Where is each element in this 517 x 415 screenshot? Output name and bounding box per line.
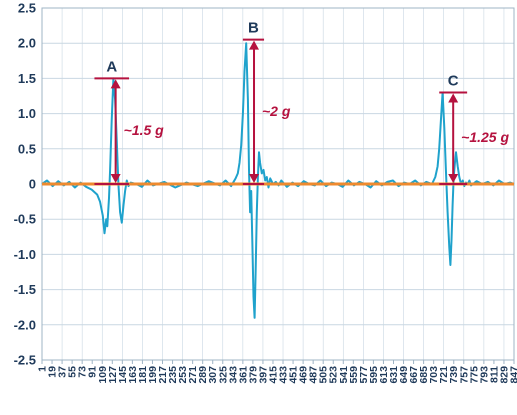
- x-tick-label: 595: [368, 366, 380, 384]
- peak-letter: A: [106, 58, 117, 75]
- arrow-head-down: [249, 174, 260, 183]
- x-tick-label: 271: [187, 366, 199, 384]
- x-tick-label: 325: [217, 366, 229, 384]
- peak-letter: C: [448, 72, 459, 89]
- x-tick-label: 451: [288, 366, 300, 384]
- arrow-head-up: [249, 40, 260, 50]
- peak-value-label: ~2 g: [262, 103, 291, 119]
- arrow-head-up: [110, 79, 121, 89]
- y-tick-label: -1.5: [14, 282, 36, 297]
- x-tick-label: 721: [438, 366, 450, 384]
- y-tick-label: -0.5: [14, 212, 36, 227]
- y-tick-label: 1.5: [18, 71, 36, 86]
- x-tick-label: 37: [57, 366, 69, 378]
- y-axis-ticks: 2.5 2.0 1.5 1.0 0.5 0 -0.5 -1.0 -1.5 -2.0 -2.5: [14, 1, 36, 368]
- arrow-head-up: [448, 93, 459, 103]
- x-tick-label: 541: [338, 366, 350, 384]
- x-tick-label: 199: [147, 366, 159, 384]
- x-tick-label: 775: [468, 366, 480, 384]
- x-tick-label: 361: [237, 366, 249, 384]
- x-tick-label: 811: [488, 366, 500, 383]
- y-tick-label: -1.0: [14, 247, 36, 262]
- x-tick-label: 631: [388, 366, 400, 384]
- y-tick-label: 0.5: [18, 141, 36, 156]
- x-tick-label: 505: [318, 366, 330, 384]
- x-tick-label: 181: [137, 366, 149, 384]
- x-tick-label: 829: [498, 366, 510, 384]
- acceleration-line: [41, 42, 515, 319]
- peak-value-label: ~1.5 g: [124, 122, 165, 138]
- x-tick-label: 739: [448, 366, 460, 384]
- x-axis-ticks: 1193755739110912714516318119921723525327…: [37, 360, 517, 384]
- x-tick-label: 343: [227, 366, 239, 384]
- y-tick-label: 0: [29, 177, 36, 192]
- x-tick-label: 793: [478, 366, 490, 384]
- y-tick-label: -2.5: [14, 353, 36, 368]
- x-tick-label: 757: [458, 366, 470, 384]
- x-tick-label: 1: [37, 366, 49, 372]
- x-tick-label: 253: [177, 366, 189, 384]
- x-tick-label: 19: [47, 366, 59, 378]
- x-tick-label: 73: [77, 366, 89, 378]
- x-tick-label: 55: [67, 366, 79, 378]
- x-tick-label: 487: [308, 366, 320, 384]
- arrow-head-down: [110, 174, 121, 183]
- x-tick-label: 289: [197, 366, 209, 384]
- x-tick-label: 703: [428, 366, 440, 384]
- x-tick-label: 613: [378, 366, 390, 384]
- x-tick-label: 235: [167, 366, 179, 384]
- x-tick-label: 163: [127, 366, 139, 384]
- data-series: [41, 42, 515, 319]
- x-tick-label: 559: [348, 366, 360, 384]
- x-tick-label: 523: [328, 366, 340, 384]
- x-tick-label: 685: [418, 366, 430, 384]
- x-tick-label: 91: [87, 366, 99, 378]
- y-tick-label: 2.5: [18, 1, 36, 16]
- x-tick-label: 649: [398, 366, 410, 384]
- x-tick-label: 217: [157, 366, 169, 384]
- peak-value-label: ~1.25 g: [461, 129, 509, 145]
- arrow-head-down: [448, 174, 459, 183]
- x-tick-label: 469: [298, 366, 310, 384]
- x-tick-label: 109: [97, 366, 109, 384]
- peak-letter: B: [248, 20, 259, 37]
- x-tick-label: 145: [117, 366, 129, 384]
- x-tick-label: 127: [107, 366, 119, 384]
- x-tick-label: 433: [278, 366, 290, 384]
- x-tick-label: 667: [408, 366, 420, 384]
- peak-annotations: A ~1.5 g B ~2 g C ~1.25 g: [94, 20, 510, 185]
- y-tick-label: 1.0: [18, 106, 36, 121]
- x-tick-label: 847: [509, 366, 517, 384]
- x-tick-label: 379: [247, 366, 259, 384]
- y-tick-label: 2.0: [18, 36, 36, 51]
- x-tick-label: 307: [207, 366, 219, 384]
- x-tick-label: 415: [267, 366, 279, 384]
- x-tick-label: 577: [358, 366, 370, 384]
- y-tick-label: -2.0: [14, 317, 36, 332]
- x-tick-label: 397: [257, 366, 269, 384]
